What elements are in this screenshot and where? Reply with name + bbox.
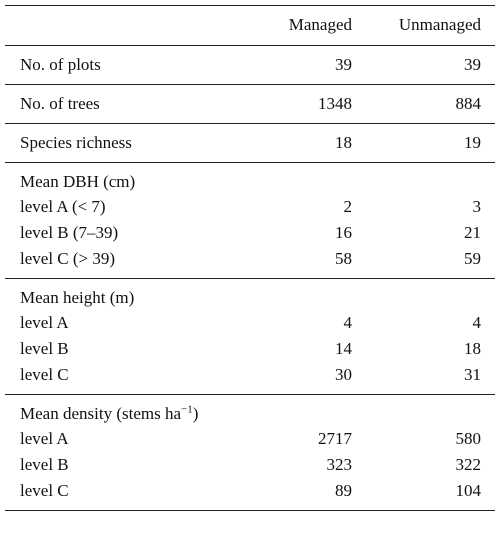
cell: 19 <box>464 133 481 152</box>
row-label: level A <box>20 313 69 332</box>
group-title: Mean height (m) <box>20 288 134 308</box>
cell: 18 <box>464 339 481 358</box>
cell: 104 <box>455 481 482 500</box>
cell: 322 <box>455 455 482 474</box>
cell: 21 <box>464 223 481 242</box>
row-label: level C <box>20 365 69 384</box>
group-title: Mean DBH (cm) <box>20 172 135 192</box>
cell: 31 <box>464 365 481 384</box>
cell: 580 <box>455 429 482 448</box>
cell: 18 <box>335 133 352 152</box>
cell: 3 <box>472 197 482 216</box>
row-label: level C <box>20 481 69 500</box>
rule <box>5 5 495 6</box>
group-title-text: Mean DBH (cm) <box>20 172 136 191</box>
cell: 30 <box>335 365 352 384</box>
cell: Managed <box>288 15 352 34</box>
cell: 1348 <box>318 94 352 113</box>
cell: 323 <box>326 455 353 474</box>
rule <box>5 278 495 279</box>
cell: 16 <box>335 223 352 242</box>
row-label: level A <box>20 429 69 448</box>
rule <box>5 162 495 163</box>
row-label: level C (> 39) <box>20 249 116 268</box>
row-label: level B (7–39) <box>20 223 119 242</box>
row-label: Species richness <box>20 133 132 152</box>
cell: 2 <box>343 197 353 216</box>
cell: 59 <box>464 249 481 268</box>
group-title-end: ) <box>192 404 199 423</box>
row-label: level A (< 7) <box>20 197 106 216</box>
group-title-text: Mean height (m) <box>20 288 135 307</box>
cell: 2717 <box>318 429 352 448</box>
cell: 89 <box>335 481 352 500</box>
group-title: Mean density (stems ha−1) <box>20 404 198 424</box>
group-title-text: Mean density (stems ha <box>20 404 181 423</box>
row-label: No. of plots <box>20 55 101 74</box>
cell: 14 <box>335 339 352 358</box>
cell: 884 <box>455 94 482 113</box>
rule <box>5 84 495 85</box>
row-label: level B <box>20 455 69 474</box>
row-label: No. of trees <box>20 94 100 113</box>
cell: 39 <box>335 55 352 74</box>
rule <box>5 123 495 124</box>
cell: 39 <box>464 55 481 74</box>
rule <box>5 510 495 511</box>
rule <box>5 394 495 395</box>
cell: 58 <box>335 249 352 268</box>
cell: Unmanaged <box>398 15 481 34</box>
cell: 4 <box>343 313 353 332</box>
group-title-sup: −1 <box>181 403 193 416</box>
rule <box>5 45 495 46</box>
cell: 4 <box>472 313 482 332</box>
row-label: level B <box>20 339 69 358</box>
